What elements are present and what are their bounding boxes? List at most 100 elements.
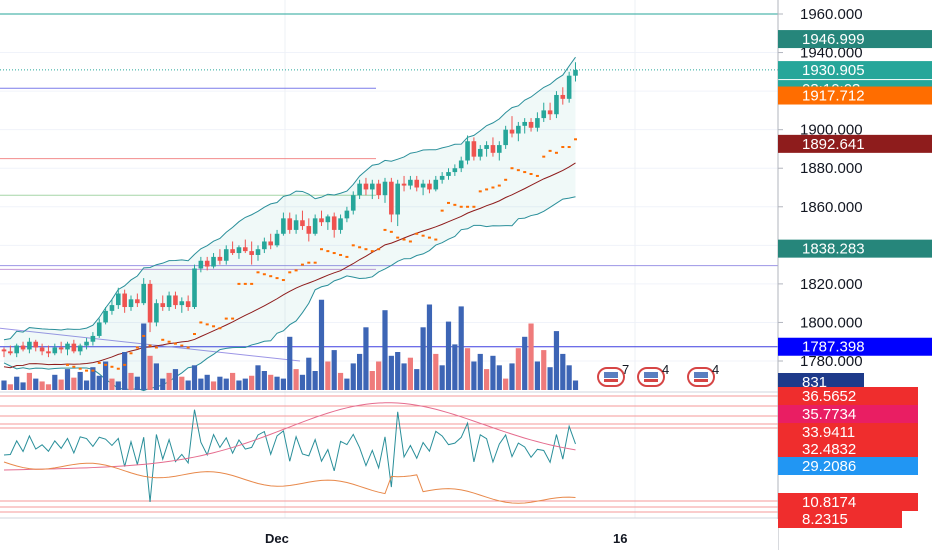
sar-dot xyxy=(402,238,406,241)
badge-bg xyxy=(778,423,918,441)
price-badge: 33.9411 xyxy=(778,423,918,441)
volume-bar xyxy=(236,380,242,390)
signal-line xyxy=(3,402,576,471)
candle-body xyxy=(192,268,197,308)
volume-bar xyxy=(407,357,413,390)
badge-bg xyxy=(778,457,918,475)
candle-body xyxy=(300,220,305,227)
sar-dot xyxy=(262,273,266,276)
volume-bar xyxy=(433,353,439,390)
volume-bar xyxy=(337,372,344,390)
indicator-panel xyxy=(0,395,778,513)
price-badge: 35.7734 xyxy=(778,405,918,423)
candle-body xyxy=(503,129,508,146)
candle-body xyxy=(173,295,178,306)
volume-bars xyxy=(1,299,579,390)
badge-bg xyxy=(778,134,932,153)
event-count: 4 xyxy=(662,362,669,377)
price-badge: 10.8174 xyxy=(778,493,918,511)
candle-body xyxy=(103,310,108,323)
sar-dot xyxy=(129,352,133,355)
sar-dot xyxy=(510,167,514,170)
sar-dot xyxy=(85,369,89,372)
candle-body xyxy=(116,293,121,306)
volume-bar xyxy=(471,361,477,390)
sar-dot xyxy=(358,246,362,249)
volume-bar xyxy=(166,372,172,390)
sar-dot xyxy=(415,232,419,235)
volume-bar xyxy=(261,371,267,390)
sar-dot xyxy=(66,363,69,366)
volume-bar xyxy=(363,327,369,390)
volume-bar xyxy=(96,375,102,390)
sar-dot xyxy=(408,240,412,243)
candle-body xyxy=(312,218,318,234)
volume-bar xyxy=(280,378,286,390)
volume-bar xyxy=(357,353,363,390)
volume-bar xyxy=(77,371,83,390)
volume-bar xyxy=(369,371,375,390)
candle-body xyxy=(427,183,432,190)
volume-bar xyxy=(7,384,13,390)
badge-label: 1930.905 xyxy=(802,62,865,79)
volume-bar xyxy=(103,361,109,390)
candle-body xyxy=(211,256,216,267)
volume-bar xyxy=(255,365,261,390)
sar-dot xyxy=(313,261,317,264)
sar-dot xyxy=(243,282,247,285)
candle-body xyxy=(376,183,381,196)
sar-dot xyxy=(281,279,285,282)
event-markers: 7 4 4 xyxy=(597,362,719,387)
sar-dot xyxy=(332,252,336,255)
badge-bg xyxy=(778,61,932,80)
candle-body xyxy=(27,341,32,350)
volume-bar xyxy=(39,381,45,390)
candle-body xyxy=(281,218,286,234)
volume-bar xyxy=(541,350,547,390)
candle-body xyxy=(141,283,146,304)
price-badge: 1946.999 xyxy=(778,30,932,49)
time-label: Dec xyxy=(265,531,289,546)
candle-body xyxy=(363,183,369,190)
candle-body xyxy=(439,175,445,180)
price-badge: 1787.398 xyxy=(778,337,932,356)
volume-bar xyxy=(522,336,528,390)
volume-bar xyxy=(109,378,115,390)
price-badge: 1838.283 xyxy=(778,239,932,258)
badge-label: 32.4832 xyxy=(802,441,856,458)
volume-bar xyxy=(376,361,382,390)
candle-body xyxy=(395,183,400,215)
candle-body xyxy=(255,249,261,255)
price-badge: 32.4832 xyxy=(778,440,918,458)
volume-bar xyxy=(134,376,140,390)
sar-dot xyxy=(91,369,95,372)
volume-bar xyxy=(33,378,39,390)
badge-label: 1892.641 xyxy=(802,136,865,153)
candle-body xyxy=(185,301,191,308)
candle-body xyxy=(217,256,223,261)
sar-dot xyxy=(294,269,298,272)
candle-body xyxy=(433,179,439,190)
sar-dot xyxy=(142,334,146,337)
sar-dot xyxy=(167,340,171,343)
price-badge: 831 xyxy=(778,373,864,391)
badge-label: 8.2315 xyxy=(802,511,848,528)
sar-dot xyxy=(491,186,495,189)
axis-tick-label: 1800.000 xyxy=(800,314,863,331)
volume-bar xyxy=(274,376,280,390)
sar-dot xyxy=(459,205,463,208)
volume-bar xyxy=(306,357,312,390)
axis-tick-label: 1860.000 xyxy=(800,199,863,216)
candle-body xyxy=(90,335,96,342)
sar-dot xyxy=(447,201,450,204)
candle-body xyxy=(154,303,159,323)
volume-bar xyxy=(560,353,566,390)
sar-dot xyxy=(256,271,260,274)
volume-bar xyxy=(64,369,71,390)
volume-bar xyxy=(484,369,490,390)
volume-bar xyxy=(160,378,166,390)
adx-line xyxy=(3,461,576,504)
candle-body xyxy=(535,118,540,128)
badge-label: 33.9411 xyxy=(802,424,855,441)
